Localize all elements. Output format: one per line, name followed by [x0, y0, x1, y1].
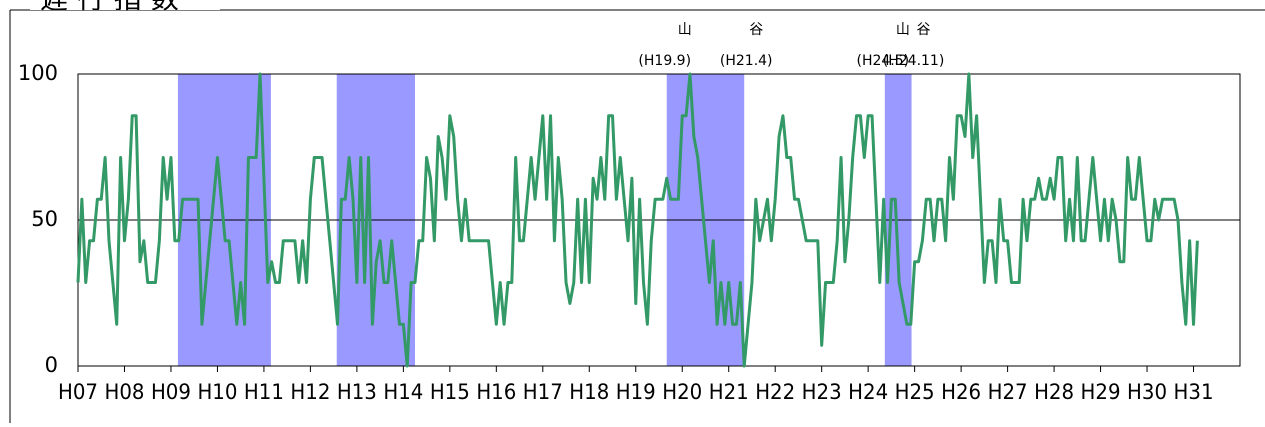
- x-tick-label: H29: [1081, 380, 1121, 404]
- x-tick-label: H16: [476, 380, 516, 404]
- x-tick-label: H25: [895, 380, 935, 404]
- x-tick-label: H10: [197, 380, 237, 404]
- x-tick-label: H30: [1127, 380, 1167, 404]
- x-tick-label: H23: [802, 380, 842, 404]
- x-tick-label: H26: [941, 380, 981, 404]
- x-tick-label: H31: [1174, 380, 1214, 404]
- title-bg: [30, 0, 220, 10]
- x-tick-label: H09: [151, 380, 191, 404]
- chart-title: 遅 行 指 数: [40, 0, 179, 15]
- x-tick-label: H19: [616, 380, 656, 404]
- x-tick-label: H28: [1034, 380, 1074, 404]
- x-tick-label: H22: [755, 380, 795, 404]
- peak-date: (H24.5): [857, 53, 910, 69]
- trough-date: (H24.11): [883, 53, 945, 69]
- x-tick-label: H17: [523, 380, 563, 404]
- peak-label: 山: [896, 22, 910, 38]
- y-tick-label: 50: [31, 207, 58, 231]
- y-tick-label: 100: [18, 61, 58, 85]
- index-line: [76, 72, 1199, 368]
- x-tick-label: H13: [337, 380, 377, 404]
- x-tick-label: H27: [988, 380, 1028, 404]
- x-tick-label: H18: [569, 380, 609, 404]
- x-tick-label: H12: [290, 380, 330, 404]
- peak-date: (H19.9): [638, 53, 691, 69]
- x-tick-label: H20: [662, 380, 702, 404]
- peak-label: 山: [678, 22, 692, 38]
- x-tick-label: H11: [244, 380, 284, 404]
- x-tick-label: H07: [58, 380, 98, 404]
- y-tick-label: 0: [45, 353, 58, 377]
- x-tick-label: H21: [709, 380, 749, 404]
- x-tick-label: H24: [848, 380, 888, 404]
- trough-label: 谷: [749, 22, 763, 38]
- x-tick-label: H14: [383, 380, 423, 404]
- x-tick-label: H08: [104, 380, 144, 404]
- plot-border: [77, 73, 1241, 367]
- x-tick-label: H15: [430, 380, 470, 404]
- trough-date: (H21.4): [720, 53, 773, 69]
- trough-label: 谷: [917, 22, 931, 38]
